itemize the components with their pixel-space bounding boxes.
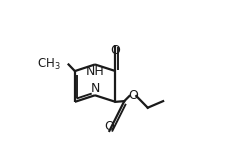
Text: O: O: [104, 120, 114, 133]
Text: CH$_3$: CH$_3$: [37, 57, 60, 72]
Text: N: N: [90, 82, 100, 95]
Text: NH: NH: [86, 65, 104, 78]
Text: O: O: [128, 90, 138, 103]
Text: O: O: [110, 44, 120, 57]
